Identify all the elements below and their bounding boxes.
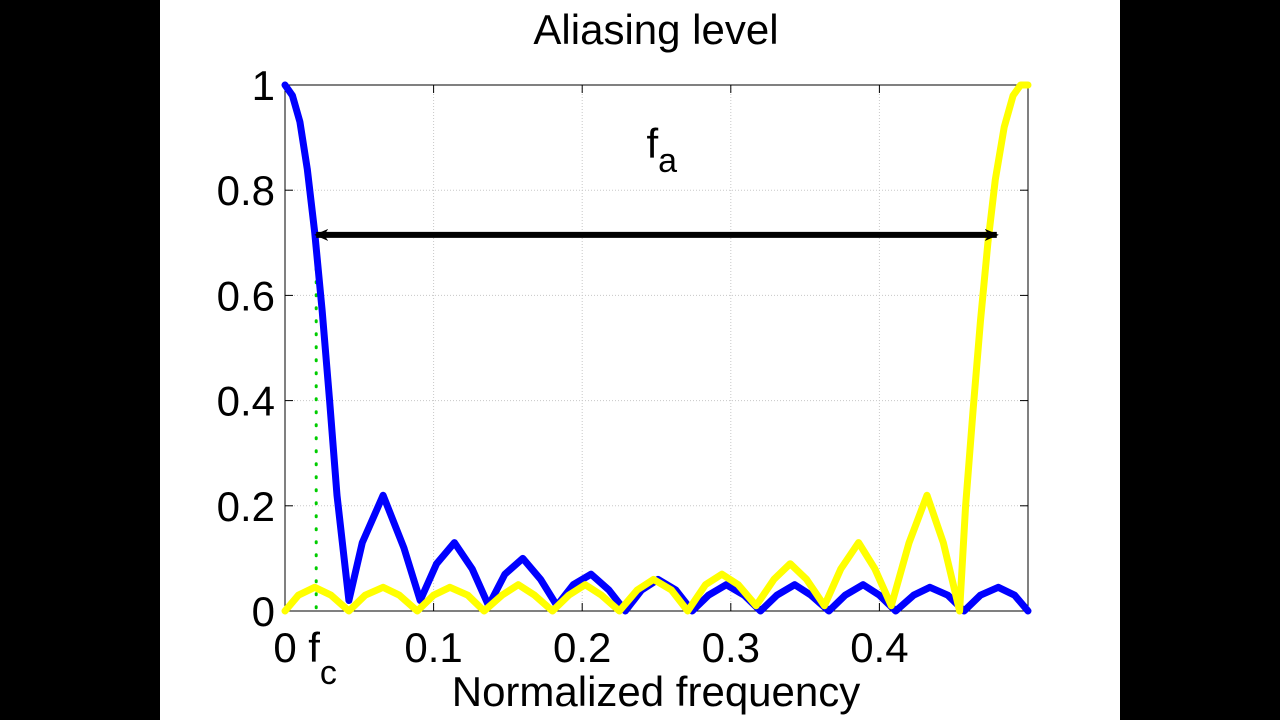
grid bbox=[285, 85, 1028, 611]
y-tick-label: 0.2 bbox=[217, 483, 275, 530]
fa-label: fa bbox=[647, 120, 678, 180]
y-tick-label: 0.6 bbox=[217, 272, 275, 319]
x-tick-label: 0 bbox=[273, 624, 296, 671]
series-line-2 bbox=[281, 81, 1032, 615]
fc-label-main: f bbox=[308, 624, 320, 671]
y-tick-label: 0 bbox=[252, 588, 275, 635]
x-axis-label: Normalized frequency bbox=[452, 668, 861, 715]
series-line-1 bbox=[281, 81, 1032, 615]
fc-label: fc bbox=[308, 624, 337, 692]
x-tick-label: 0.3 bbox=[702, 624, 760, 671]
chart-title: Aliasing level bbox=[533, 6, 778, 53]
fc-label-sub: c bbox=[320, 654, 337, 692]
plot-frame bbox=[284, 84, 1029, 612]
x-tick-label: 0.2 bbox=[553, 624, 611, 671]
x-tick-label: 0.4 bbox=[850, 624, 908, 671]
y-tick-label: 1 bbox=[252, 62, 275, 109]
x-tick-label: 0.1 bbox=[404, 624, 462, 671]
y-tick-label: 0.4 bbox=[217, 378, 275, 425]
y-tick-label: 0.8 bbox=[217, 167, 275, 214]
ticks: 0 0.1 0.2 0.3 0.4 0 0.2 0.4 0.6 0.8 1 bbox=[217, 62, 1028, 671]
fa-label-main: f bbox=[647, 120, 659, 167]
aliasing-chart: Aliasing level 0 0.1 0.2 0.3 0.4 0 0.2 0.4 0.6 0.… bbox=[217, 6, 1032, 715]
slide: Aliasing level 0 0.1 0.2 0.3 0.4 0 0.2 0.4 0.6 0.… bbox=[160, 0, 1120, 720]
fa-label-sub: a bbox=[658, 142, 677, 180]
series-group bbox=[281, 81, 1032, 615]
